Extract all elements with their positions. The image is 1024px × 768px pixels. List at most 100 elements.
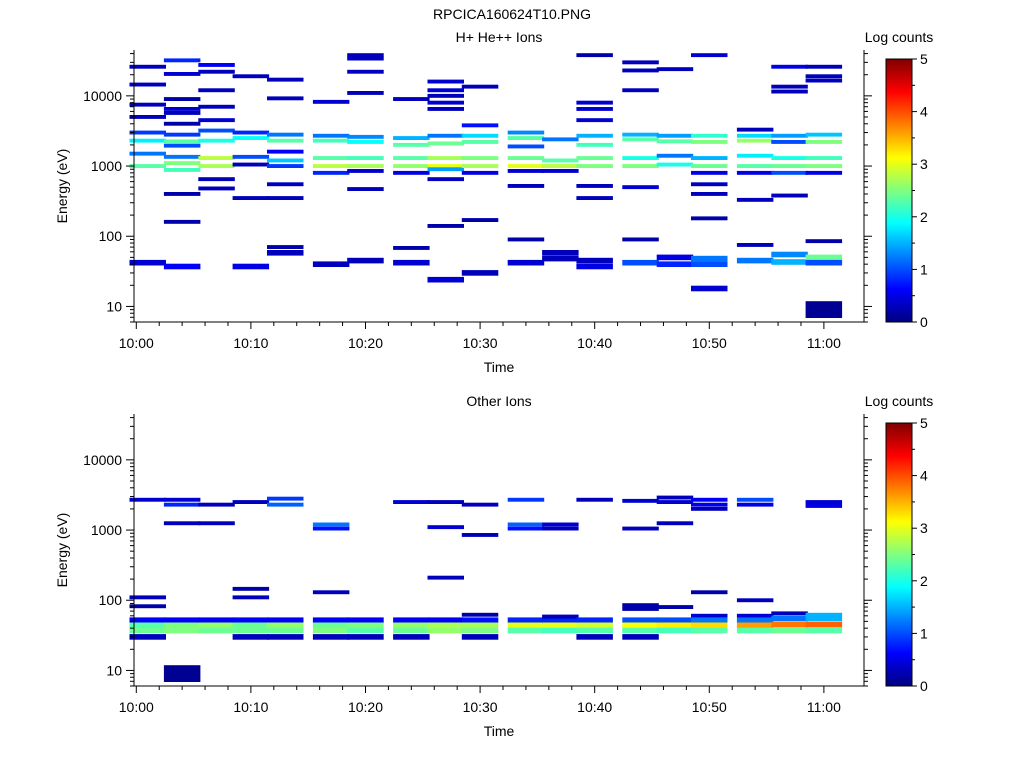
heatmap-cell bbox=[805, 612, 843, 617]
heatmap-cell bbox=[427, 617, 464, 623]
heatmap-cell bbox=[622, 259, 659, 266]
heatmap-cell bbox=[622, 622, 659, 629]
heatmap-cell bbox=[312, 133, 350, 138]
heatmap-cell bbox=[163, 219, 201, 224]
heatmap-cell bbox=[656, 133, 694, 138]
heatmap-cell bbox=[771, 615, 808, 622]
heatmap-cell bbox=[461, 140, 499, 144]
heatmap-cell bbox=[347, 169, 384, 173]
heatmap-cell bbox=[507, 526, 545, 531]
x-tick-label: 10:40 bbox=[577, 335, 612, 351]
heatmap-cell bbox=[347, 56, 384, 61]
heatmap-cell bbox=[656, 495, 694, 500]
heatmap-cell bbox=[312, 526, 350, 531]
heatmap-cell bbox=[129, 164, 166, 168]
heatmap-cell bbox=[129, 634, 166, 640]
heatmap-cell bbox=[507, 144, 545, 149]
heatmap-cell bbox=[267, 164, 304, 168]
heatmap-cell bbox=[198, 118, 235, 123]
heatmap-cell bbox=[267, 158, 304, 163]
heatmap-cell bbox=[232, 130, 270, 135]
heatmap-cell bbox=[163, 139, 201, 144]
heatmap-cell bbox=[805, 132, 843, 137]
heatmap-cell bbox=[347, 187, 384, 191]
heatmap-cell bbox=[232, 595, 270, 600]
heatmap-cell bbox=[691, 285, 728, 292]
heatmap-cell bbox=[656, 162, 694, 167]
heatmap-cell bbox=[622, 164, 659, 168]
heatmap-cell bbox=[427, 167, 464, 172]
heatmap-cell bbox=[232, 196, 270, 200]
heatmap-cell bbox=[542, 255, 579, 262]
heatmap-cell bbox=[232, 136, 270, 140]
heatmap-cell bbox=[691, 216, 728, 221]
heatmap-cell bbox=[129, 604, 166, 609]
colorbar-tick-label: 5 bbox=[920, 415, 928, 431]
heatmap-cell bbox=[576, 263, 613, 270]
heatmap-cell bbox=[542, 526, 579, 531]
heatmap-cell bbox=[771, 84, 808, 89]
heatmap-cell bbox=[267, 250, 304, 256]
heatmap-cell bbox=[163, 168, 201, 172]
heatmap-cell bbox=[771, 193, 808, 198]
colorbar-tick-label: 2 bbox=[920, 573, 928, 589]
heatmap-cell bbox=[312, 590, 350, 595]
heatmap-cell bbox=[507, 617, 545, 623]
heatmap-cell bbox=[507, 136, 545, 140]
x-tick-label: 10:10 bbox=[233, 335, 268, 351]
heatmap-cell bbox=[542, 622, 579, 629]
heatmap-cell bbox=[393, 634, 430, 640]
y-tick-label: 10 bbox=[106, 662, 122, 678]
heatmap-cell bbox=[198, 69, 235, 74]
heatmap-cell bbox=[267, 496, 304, 501]
heatmap-cell bbox=[267, 196, 304, 200]
heatmap-cell bbox=[656, 500, 694, 504]
heatmap-cell bbox=[656, 254, 694, 261]
heatmap-cell bbox=[622, 132, 659, 137]
colorbar-tick-label: 2 bbox=[920, 209, 928, 225]
heatmap-cell bbox=[622, 156, 659, 160]
heatmap-cell bbox=[691, 613, 728, 618]
heatmap-cell bbox=[163, 58, 201, 63]
heatmap-cell bbox=[771, 611, 808, 616]
heatmap-cell bbox=[393, 500, 430, 504]
heatmap-cell bbox=[312, 164, 350, 168]
heatmap-cell bbox=[576, 184, 613, 188]
heatmap-cell bbox=[267, 138, 304, 143]
heatmap-cell bbox=[576, 107, 613, 111]
heatmap-cell bbox=[691, 140, 728, 144]
heatmap-cell bbox=[622, 60, 659, 65]
heatmap-cell bbox=[576, 627, 613, 634]
heatmap-cell bbox=[198, 186, 235, 191]
heatmap-cell bbox=[267, 132, 304, 137]
colorbar bbox=[885, 58, 913, 323]
x-tick-label: 10:20 bbox=[348, 699, 383, 715]
heatmap-cell bbox=[163, 263, 201, 270]
heatmap-cell bbox=[691, 627, 728, 634]
heatmap-cell bbox=[622, 68, 659, 73]
panel-title: H+ He++ Ions bbox=[456, 29, 543, 45]
heatmap-cell bbox=[805, 621, 843, 628]
heatmap-cell bbox=[393, 156, 430, 160]
heatmap-cell bbox=[622, 237, 659, 242]
heatmap-cell bbox=[129, 130, 166, 135]
heatmap-cell bbox=[461, 634, 499, 640]
heatmap-cell bbox=[393, 259, 430, 266]
heatmap-cell bbox=[232, 500, 270, 504]
heatmap-cell bbox=[312, 622, 350, 629]
heatmap-cell bbox=[691, 497, 728, 502]
heatmap-cell bbox=[805, 170, 843, 175]
heatmap-cell bbox=[461, 123, 499, 128]
heatmap-cell bbox=[198, 128, 235, 133]
heatmap-cell bbox=[461, 156, 499, 160]
heatmap-cell bbox=[267, 617, 304, 623]
heatmap-cell bbox=[805, 627, 843, 634]
heatmap-cell bbox=[312, 138, 350, 143]
heatmap-cell bbox=[232, 622, 270, 629]
heatmap-cell bbox=[198, 521, 235, 526]
heatmap-cell bbox=[622, 617, 659, 623]
heatmap-cell bbox=[576, 100, 613, 105]
heatmap-cell bbox=[691, 182, 728, 187]
heatmap-cell bbox=[427, 276, 464, 283]
